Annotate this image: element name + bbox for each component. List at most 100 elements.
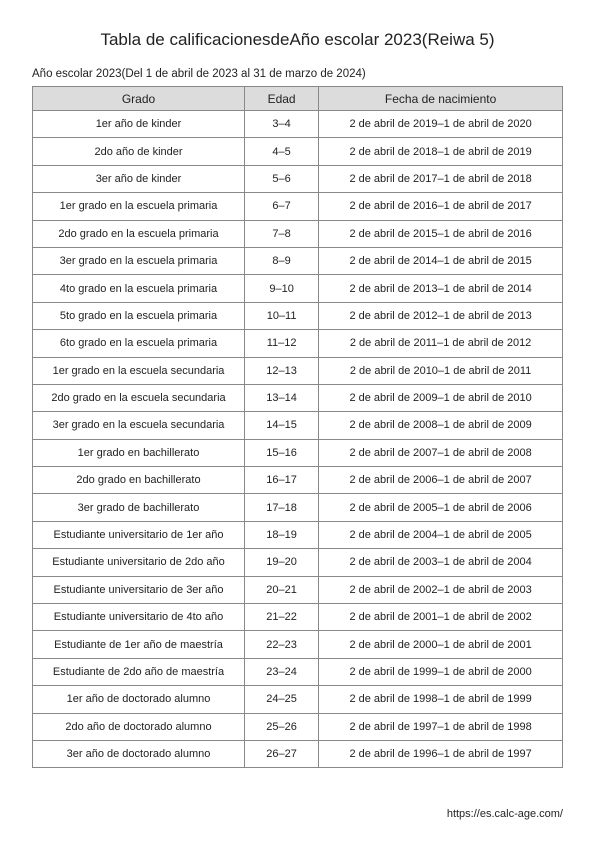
table-row: 3er grado en la escuela secundaria14–152… — [33, 412, 563, 439]
cell-grade: 5to grado en la escuela primaria — [33, 302, 245, 329]
cell-grade: Estudiante de 1er año de maestría — [33, 631, 245, 658]
cell-dob: 2 de abril de 2009–1 de abril de 2010 — [319, 384, 563, 411]
cell-grade: 2do año de kinder — [33, 138, 245, 165]
cell-age: 11–12 — [245, 330, 319, 357]
cell-dob: 2 de abril de 2010–1 de abril de 2011 — [319, 357, 563, 384]
cell-age: 10–11 — [245, 302, 319, 329]
cell-dob: 2 de abril de 1999–1 de abril de 2000 — [319, 658, 563, 685]
cell-age: 6–7 — [245, 193, 319, 220]
table-row: 3er grado de bachillerato17–182 de abril… — [33, 494, 563, 521]
page-title: Tabla de calificacionesdeAño escolar 202… — [32, 30, 563, 50]
table-row: 1er año de kinder3–42 de abril de 2019–1… — [33, 111, 563, 138]
cell-grade: 4to grado en la escuela primaria — [33, 275, 245, 302]
cell-dob: 2 de abril de 2015–1 de abril de 2016 — [319, 220, 563, 247]
table-row: 2do año de kinder4–52 de abril de 2018–1… — [33, 138, 563, 165]
cell-dob: 2 de abril de 1998–1 de abril de 1999 — [319, 686, 563, 713]
table-row: 3er año de kinder5–62 de abril de 2017–1… — [33, 165, 563, 192]
cell-age: 21–22 — [245, 604, 319, 631]
table-row: Estudiante de 1er año de maestría22–232 … — [33, 631, 563, 658]
cell-age: 12–13 — [245, 357, 319, 384]
cell-dob: 2 de abril de 2006–1 de abril de 2007 — [319, 467, 563, 494]
table-row: 1er grado en la escuela primaria6–72 de … — [33, 193, 563, 220]
cell-age: 26–27 — [245, 740, 319, 767]
cell-grade: Estudiante universitario de 1er año — [33, 521, 245, 548]
table-row: Estudiante universitario de 3er año20–21… — [33, 576, 563, 603]
cell-age: 20–21 — [245, 576, 319, 603]
cell-grade: 2do grado en la escuela secundaria — [33, 384, 245, 411]
cell-dob: 2 de abril de 2001–1 de abril de 2002 — [319, 604, 563, 631]
cell-grade: 3er año de doctorado alumno — [33, 740, 245, 767]
cell-age: 7–8 — [245, 220, 319, 247]
cell-grade: 3er grado en la escuela primaria — [33, 247, 245, 274]
header-grade: Grado — [33, 87, 245, 111]
cell-age: 15–16 — [245, 439, 319, 466]
table-header-row: Grado Edad Fecha de nacimiento — [33, 87, 563, 111]
cell-dob: 2 de abril de 1996–1 de abril de 1997 — [319, 740, 563, 767]
table-row: 1er grado en bachillerato15–162 de abril… — [33, 439, 563, 466]
cell-grade: Estudiante universitario de 4to año — [33, 604, 245, 631]
cell-age: 18–19 — [245, 521, 319, 548]
cell-grade: 3er grado de bachillerato — [33, 494, 245, 521]
table-row: 2do grado en la escuela secundaria13–142… — [33, 384, 563, 411]
header-dob: Fecha de nacimiento — [319, 87, 563, 111]
cell-grade: 1er año de doctorado alumno — [33, 686, 245, 713]
cell-age: 17–18 — [245, 494, 319, 521]
cell-dob: 2 de abril de 2007–1 de abril de 2008 — [319, 439, 563, 466]
cell-dob: 2 de abril de 1997–1 de abril de 1998 — [319, 713, 563, 740]
table-row: 4to grado en la escuela primaria9–102 de… — [33, 275, 563, 302]
cell-dob: 2 de abril de 2000–1 de abril de 2001 — [319, 631, 563, 658]
cell-dob: 2 de abril de 2004–1 de abril de 2005 — [319, 521, 563, 548]
cell-age: 8–9 — [245, 247, 319, 274]
table-row: 6to grado en la escuela primaria11–122 d… — [33, 330, 563, 357]
cell-dob: 2 de abril de 2018–1 de abril de 2019 — [319, 138, 563, 165]
cell-dob: 2 de abril de 2013–1 de abril de 2014 — [319, 275, 563, 302]
cell-grade: 2do grado en bachillerato — [33, 467, 245, 494]
table-row: Estudiante universitario de 1er año18–19… — [33, 521, 563, 548]
cell-grade: Estudiante universitario de 2do año — [33, 549, 245, 576]
cell-grade: 3er año de kinder — [33, 165, 245, 192]
cell-dob: 2 de abril de 2002–1 de abril de 2003 — [319, 576, 563, 603]
table-row: Estudiante de 2do año de maestría23–242 … — [33, 658, 563, 685]
table-row: Estudiante universitario de 4to año21–22… — [33, 604, 563, 631]
cell-dob: 2 de abril de 2016–1 de abril de 2017 — [319, 193, 563, 220]
cell-dob: 2 de abril de 2005–1 de abril de 2006 — [319, 494, 563, 521]
table-row: 5to grado en la escuela primaria10–112 d… — [33, 302, 563, 329]
cell-grade: 1er año de kinder — [33, 111, 245, 138]
cell-grade: 1er grado en bachillerato — [33, 439, 245, 466]
table-row: 1er año de doctorado alumno24–252 de abr… — [33, 686, 563, 713]
cell-dob: 2 de abril de 2008–1 de abril de 2009 — [319, 412, 563, 439]
cell-age: 13–14 — [245, 384, 319, 411]
cell-grade: 6to grado en la escuela primaria — [33, 330, 245, 357]
cell-age: 24–25 — [245, 686, 319, 713]
cell-grade: 2do año de doctorado alumno — [33, 713, 245, 740]
cell-age: 19–20 — [245, 549, 319, 576]
cell-grade: 1er grado en la escuela secundaria — [33, 357, 245, 384]
table-row: 2do grado en la escuela primaria7–82 de … — [33, 220, 563, 247]
cell-grade: Estudiante de 2do año de maestría — [33, 658, 245, 685]
cell-grade: 3er grado en la escuela secundaria — [33, 412, 245, 439]
table-row: 3er año de doctorado alumno26–272 de abr… — [33, 740, 563, 767]
cell-dob: 2 de abril de 2012–1 de abril de 2013 — [319, 302, 563, 329]
subtitle: Año escolar 2023(Del 1 de abril de 2023 … — [32, 68, 563, 80]
table-row: 2do grado en bachillerato16–172 de abril… — [33, 467, 563, 494]
cell-dob: 2 de abril de 2019–1 de abril de 2020 — [319, 111, 563, 138]
cell-dob: 2 de abril de 2003–1 de abril de 2004 — [319, 549, 563, 576]
grades-table: Grado Edad Fecha de nacimiento 1er año d… — [32, 86, 563, 768]
cell-age: 25–26 — [245, 713, 319, 740]
cell-age: 14–15 — [245, 412, 319, 439]
header-age: Edad — [245, 87, 319, 111]
cell-age: 3–4 — [245, 111, 319, 138]
cell-dob: 2 de abril de 2011–1 de abril de 2012 — [319, 330, 563, 357]
cell-grade: 2do grado en la escuela primaria — [33, 220, 245, 247]
table-row: 1er grado en la escuela secundaria12–132… — [33, 357, 563, 384]
table-row: 3er grado en la escuela primaria8–92 de … — [33, 247, 563, 274]
cell-dob: 2 de abril de 2017–1 de abril de 2018 — [319, 165, 563, 192]
cell-grade: Estudiante universitario de 3er año — [33, 576, 245, 603]
cell-age: 23–24 — [245, 658, 319, 685]
cell-age: 22–23 — [245, 631, 319, 658]
cell-age: 9–10 — [245, 275, 319, 302]
table-row: 2do año de doctorado alumno25–262 de abr… — [33, 713, 563, 740]
cell-dob: 2 de abril de 2014–1 de abril de 2015 — [319, 247, 563, 274]
footer-url: https://es.calc-age.com/ — [447, 808, 563, 820]
cell-age: 5–6 — [245, 165, 319, 192]
